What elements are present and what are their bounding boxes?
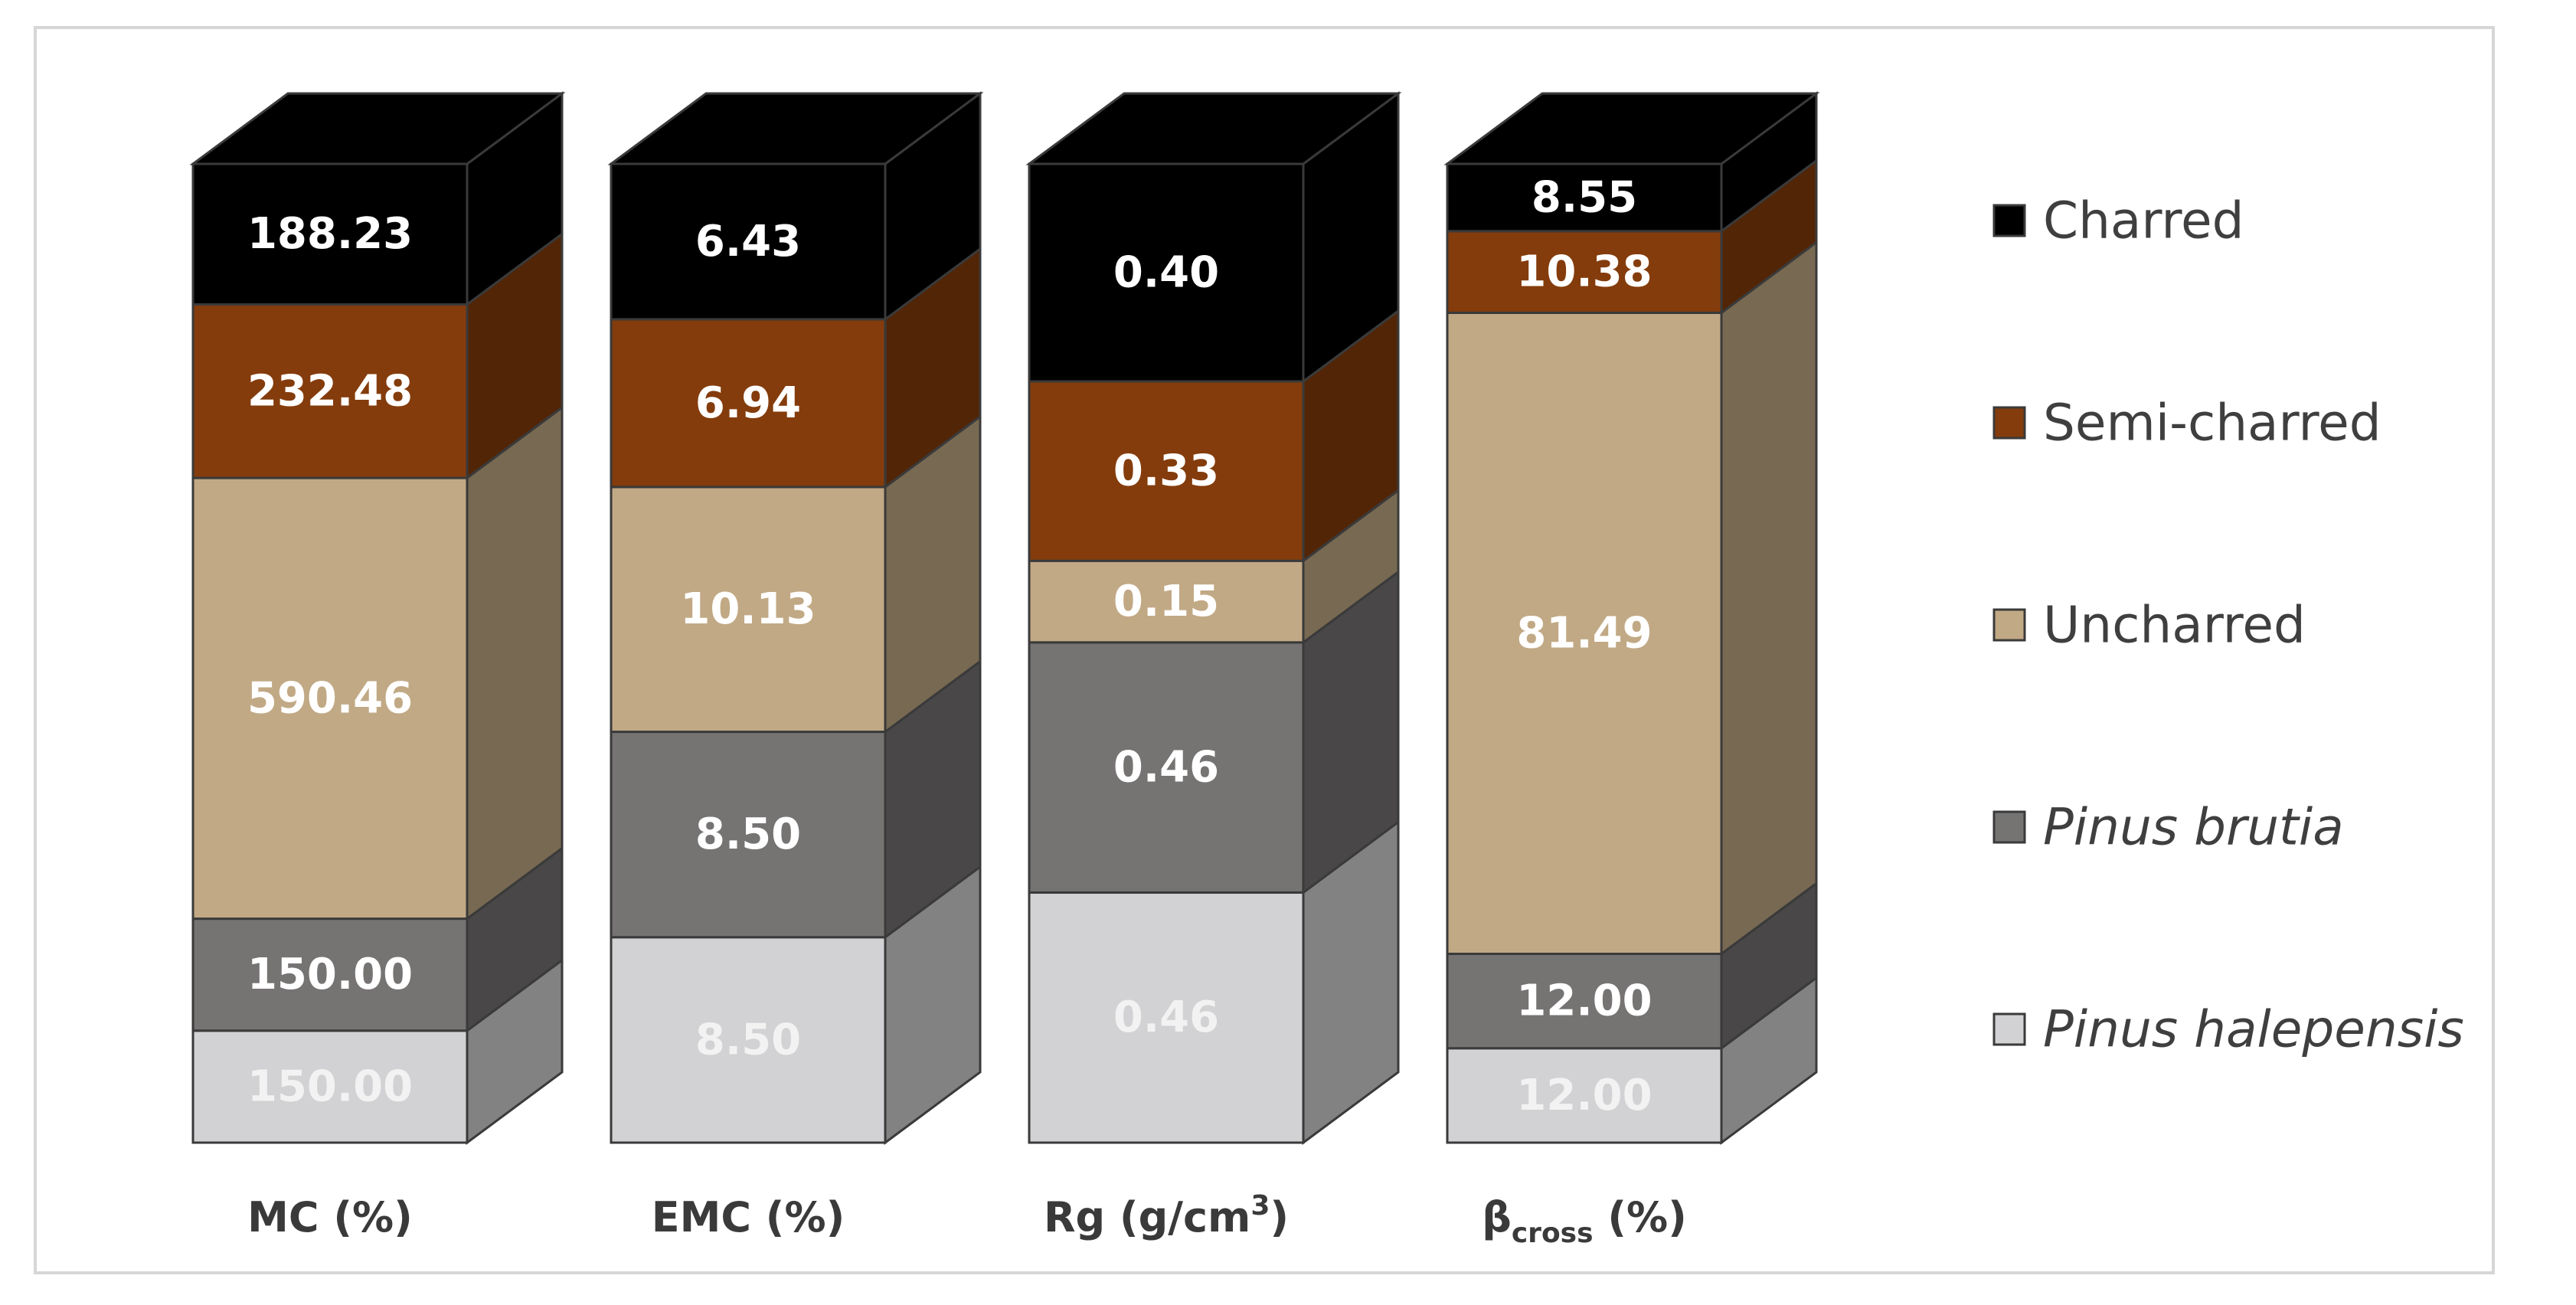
category-label: Rg (g/cm3) [1044, 1190, 1289, 1241]
bar-segment-pinus-halepensis: 8.50 [610, 864, 982, 1145]
bar-front-face [191, 303, 469, 479]
bar-front-face [191, 917, 469, 1032]
bar-front-face [610, 936, 887, 1144]
data-label: 8.50 [695, 1015, 801, 1065]
data-label: 6.43 [695, 217, 801, 267]
legend-item-semi-charred: Semi-charred [1992, 394, 2381, 453]
bar-segment-pinus-brutia: 150.00 [191, 845, 564, 1033]
bar-front-face [1446, 230, 1723, 314]
bar-top-face [189, 92, 566, 165]
data-label: 12.00 [1516, 976, 1652, 1026]
bar-segment-semi-charred: 6.94 [610, 246, 982, 489]
legend-label: Charred [2043, 191, 2244, 250]
bar-segment-pinus-halepensis: 150.00 [191, 957, 564, 1145]
data-label: 10.13 [680, 584, 816, 634]
legend-item-pinus-halepensis: Pinus halepensis [1992, 1000, 2464, 1059]
bar-top-face [607, 92, 984, 165]
legend-item-charred: Charred [1992, 191, 2244, 250]
legend-item-pinus-brutia: Pinus brutia [1992, 798, 2344, 857]
data-label: 590.46 [247, 673, 413, 723]
bar-front-face [1028, 559, 1305, 644]
category-label: MC (%) [247, 1193, 413, 1241]
bar-front-face [1446, 311, 1723, 955]
bar-top-face [1025, 92, 1402, 165]
bar-front-face [610, 162, 887, 321]
category-label: EMC (%) [652, 1193, 845, 1241]
bar-segment-pinus-halepensis: 0.46 [1028, 819, 1400, 1145]
data-label: 188.23 [247, 209, 413, 259]
bar-side-face [1720, 240, 1818, 957]
data-label: 0.15 [1113, 577, 1219, 626]
legend-swatch [1992, 204, 2026, 237]
data-label: 0.40 [1113, 248, 1219, 298]
bar-front-face [191, 162, 469, 306]
bar-front-face [191, 476, 469, 921]
bar-front-face [1028, 641, 1305, 894]
bar-segment-pinus-brutia: 0.46 [1028, 569, 1400, 895]
bar-front-face [1446, 162, 1723, 233]
legend-label: Semi-charred [2043, 394, 2381, 453]
bar-top-face [1443, 92, 1820, 165]
data-label: 150.00 [247, 950, 413, 999]
bar-segment-uncharred: 590.46 [191, 405, 564, 921]
legend-label: Pinus brutia [2043, 798, 2344, 857]
data-label: 81.49 [1516, 608, 1652, 658]
legend-label: Pinus halepensis [2043, 1000, 2464, 1059]
bar-front-face [610, 731, 887, 939]
legend-swatch [1992, 810, 2026, 844]
data-label: 12.00 [1516, 1071, 1652, 1120]
bar-segment-pinus-brutia: 12.00 [1446, 881, 1818, 1051]
data-label: 8.55 [1532, 172, 1637, 222]
data-label: 6.94 [695, 378, 801, 428]
bar-front-face [610, 318, 887, 489]
data-label: 10.38 [1516, 247, 1652, 297]
category-label: βcross (%) [1482, 1193, 1687, 1249]
bar-segment-charred: 8.55 [1446, 91, 1818, 234]
bars-layer: 150.00 150.00 590.46 232.48 188.23 8.50 8.50 10… [189, 91, 1820, 1145]
bar-segment-uncharred: 81.49 [1446, 240, 1818, 957]
bar-segment-semi-charred: 232.48 [191, 231, 564, 481]
bar-segment-pinus-brutia: 8.50 [610, 659, 982, 940]
data-label: 0.33 [1113, 446, 1219, 496]
legend-swatch [1992, 406, 2026, 440]
bar-segment-uncharred: 10.13 [610, 414, 982, 734]
data-label: 150.00 [247, 1061, 413, 1111]
data-label: 8.50 [695, 809, 801, 859]
data-label: 0.46 [1113, 993, 1219, 1042]
bar-front-face [1028, 891, 1305, 1144]
bar-segment-pinus-halepensis: 12.00 [1446, 975, 1818, 1145]
data-label: 232.48 [247, 366, 413, 416]
bar-front-face [610, 486, 887, 734]
bar-segment-charred: 6.43 [610, 91, 982, 322]
data-label: 0.46 [1113, 743, 1219, 793]
legend-swatch [1992, 1012, 2026, 1046]
legend-label: Uncharred [2043, 596, 2306, 655]
legend-swatch [1992, 608, 2026, 642]
category-labels: MC (%) EMC (%) Rg (g/cm3) βcross (%) [247, 1190, 1687, 1249]
legend: Charred Semi-charred Uncharred Pinus brutia… [1992, 191, 2464, 1059]
bar-segment-semi-charred: 10.38 [1446, 158, 1818, 316]
legend-item-uncharred: Uncharred [1992, 596, 2306, 655]
bar-side-face [466, 405, 564, 921]
